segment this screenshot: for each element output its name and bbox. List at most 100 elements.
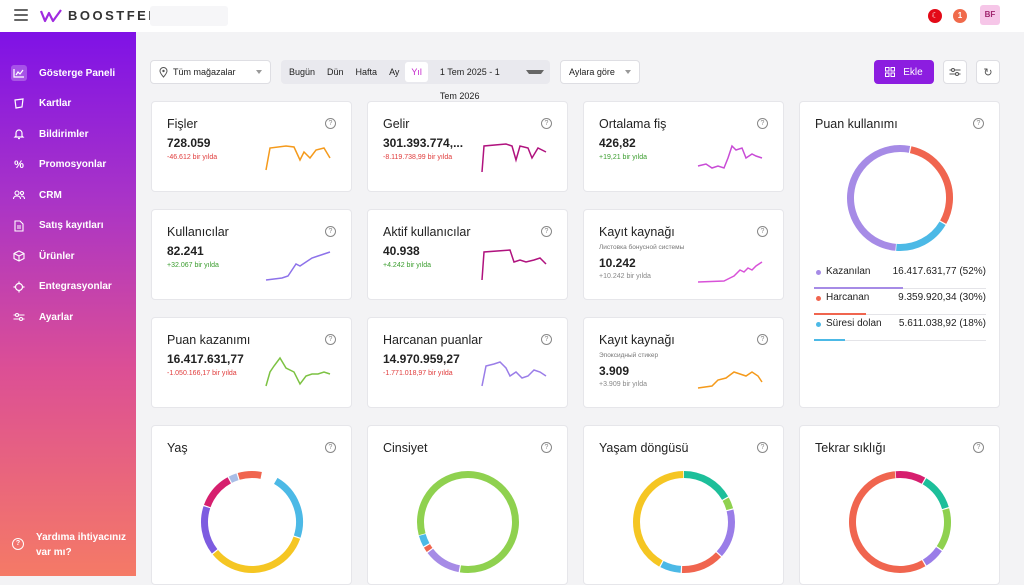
chevron-down-icon: [625, 70, 631, 74]
card-title: Aktif kullanıcılar: [383, 225, 471, 239]
sidebar-item-products[interactable]: Ürünler: [8, 241, 132, 272]
legend-earned: Kazanılan 16.417.631,77 (52%): [814, 263, 986, 289]
store-select-value: Tüm mağazalar: [173, 67, 236, 77]
sparkline-registration-source-2: [697, 371, 763, 389]
donut-segment: [416, 471, 519, 573]
donut-segment: [846, 145, 953, 251]
legend-track: [814, 314, 986, 315]
card-value: 728.059: [167, 136, 211, 150]
sparkline-receipts: [265, 145, 331, 171]
donut-segment: [200, 471, 303, 573]
points-usage-donut: [846, 145, 953, 251]
card-title: Kayıt kaynağı: [599, 333, 675, 347]
sidebar-item-crm[interactable]: CRM: [8, 180, 132, 211]
grid-icon: [885, 67, 896, 77]
add-widget-button[interactable]: Ekle: [874, 60, 934, 84]
card-title: Kayıt kaynağı: [599, 225, 675, 239]
group-by-select[interactable]: Aylara göre: [560, 60, 640, 84]
question-icon[interactable]: ?: [757, 226, 768, 237]
question-icon[interactable]: ?: [757, 442, 768, 453]
donut-segment: [632, 471, 735, 573]
legend-label: Kazanılan: [826, 266, 871, 277]
question-icon[interactable]: ?: [757, 118, 768, 129]
question-icon[interactable]: ?: [325, 334, 336, 345]
top-search-field[interactable]: [150, 6, 228, 26]
period-month[interactable]: Ay: [389, 67, 400, 77]
date-range-select[interactable]: 1 Tem 2025 - 1 Tem 2026: [428, 60, 550, 101]
card-title: Yaşam döngüsü: [599, 441, 689, 455]
period-week[interactable]: Hafta: [355, 67, 378, 77]
period-selector: Bugün Dün Hafta Ay Yıl 1 Tem 2025 - 1 Te…: [281, 60, 550, 101]
cards-icon: [11, 96, 27, 112]
settings-sliders-icon: [11, 309, 27, 325]
question-icon[interactable]: ?: [325, 442, 336, 453]
frequency-donut: [848, 471, 951, 573]
period-today[interactable]: Bugün: [289, 67, 316, 77]
question-icon[interactable]: ?: [541, 226, 552, 237]
donut-segment: [848, 471, 951, 573]
language-flag-icon[interactable]: ☾: [928, 9, 942, 23]
filter-settings-button[interactable]: [943, 60, 967, 84]
logo[interactable]: BOOSTFEEL: [40, 8, 170, 23]
lifecycle-donut: [632, 471, 735, 573]
card-title: Ortalama fiş: [599, 117, 667, 131]
question-icon[interactable]: ?: [757, 334, 768, 345]
legend-fill: [814, 313, 866, 315]
card-revenue: Gelir ? 301.393.774,... -8.119.738,99 bi…: [367, 101, 568, 192]
logo-text: BOOSTFEEL: [68, 8, 170, 23]
card-title: Gelir: [383, 117, 410, 131]
card-title: Yaş: [167, 441, 188, 455]
sidebar: Gösterge Paneli Kartlar Bildirimler % Pr…: [0, 32, 136, 576]
card-active-users: Aktif kullanıcılar ? 40.938 +4.242 bir y…: [367, 209, 568, 300]
card-delta: +4.242 bir yılda: [383, 262, 432, 269]
sidebar-item-notifications[interactable]: Bildirimler: [8, 119, 132, 150]
sidebar-item-label: CRM: [39, 189, 62, 201]
legend-label: Süresi dolan: [826, 318, 882, 329]
card-title: Cinsiyet: [383, 441, 428, 455]
card-users: Kullanıcılar ? 82.241 +32.067 bir yılda: [151, 209, 352, 300]
donut-segment: [416, 471, 519, 573]
sidebar-item-cards[interactable]: Kartlar: [8, 89, 132, 120]
legend-fill: [814, 287, 904, 289]
sparkline-points-earned: [265, 356, 331, 387]
chevron-down-icon: [256, 70, 262, 74]
sidebar-item-dashboard[interactable]: Gösterge Paneli: [8, 58, 132, 89]
card-value: 40.938: [383, 244, 420, 258]
question-icon[interactable]: ?: [325, 118, 336, 129]
sidebar-item-promotions[interactable]: % Promosyonlar: [8, 150, 132, 181]
period-year[interactable]: Yıl: [405, 62, 428, 82]
question-icon[interactable]: ?: [973, 118, 984, 129]
question-icon[interactable]: ?: [973, 442, 984, 453]
sidebar-item-settings[interactable]: Ayarlar: [8, 302, 132, 333]
legend-label: Harcanan: [826, 292, 870, 303]
card-lifecycle: Yaşam döngüsü ?: [583, 425, 784, 585]
donut-segment: [416, 471, 519, 573]
sidebar-item-label: Ürünler: [39, 250, 75, 262]
donut-segment: [416, 471, 519, 573]
question-icon[interactable]: ?: [541, 442, 552, 453]
sidebar-item-integrations[interactable]: Entegrasyonlar: [8, 272, 132, 303]
bell-icon: [11, 126, 27, 142]
users-icon: [11, 187, 27, 203]
donut-segment: [846, 145, 953, 251]
question-icon[interactable]: ?: [325, 226, 336, 237]
avatar[interactable]: BF: [980, 5, 1000, 25]
refresh-button[interactable]: ↻: [976, 60, 1000, 84]
notification-badge[interactable]: 1: [953, 9, 967, 23]
hamburger-menu-icon[interactable]: [14, 9, 28, 21]
period-yesterday[interactable]: Dün: [327, 67, 344, 77]
sparkline-users: [265, 251, 331, 281]
sidebar-item-label: Satış kayıtları: [39, 220, 104, 232]
card-registration-source-2: Kayıt kaynağı ? Эпоксидный стикер 3.909 …: [583, 317, 784, 408]
question-icon[interactable]: ?: [541, 334, 552, 345]
sidebar-item-label: Kartlar: [39, 98, 72, 110]
card-delta: +10.242 bir yılda: [599, 273, 651, 280]
help-link[interactable]: ? Yardıma ihtiyacınız var mı?: [12, 530, 126, 560]
sidebar-item-label: Ayarlar: [39, 311, 74, 323]
document-icon: [11, 218, 27, 234]
top-bar: BOOSTFEEL ☾ 1 BF: [0, 0, 1024, 32]
question-icon[interactable]: ?: [541, 118, 552, 129]
sidebar-item-sales-records[interactable]: Satış kayıtları: [8, 211, 132, 242]
store-select[interactable]: Tüm mağazalar: [150, 60, 271, 84]
card-title: Puan kullanımı: [815, 117, 898, 131]
